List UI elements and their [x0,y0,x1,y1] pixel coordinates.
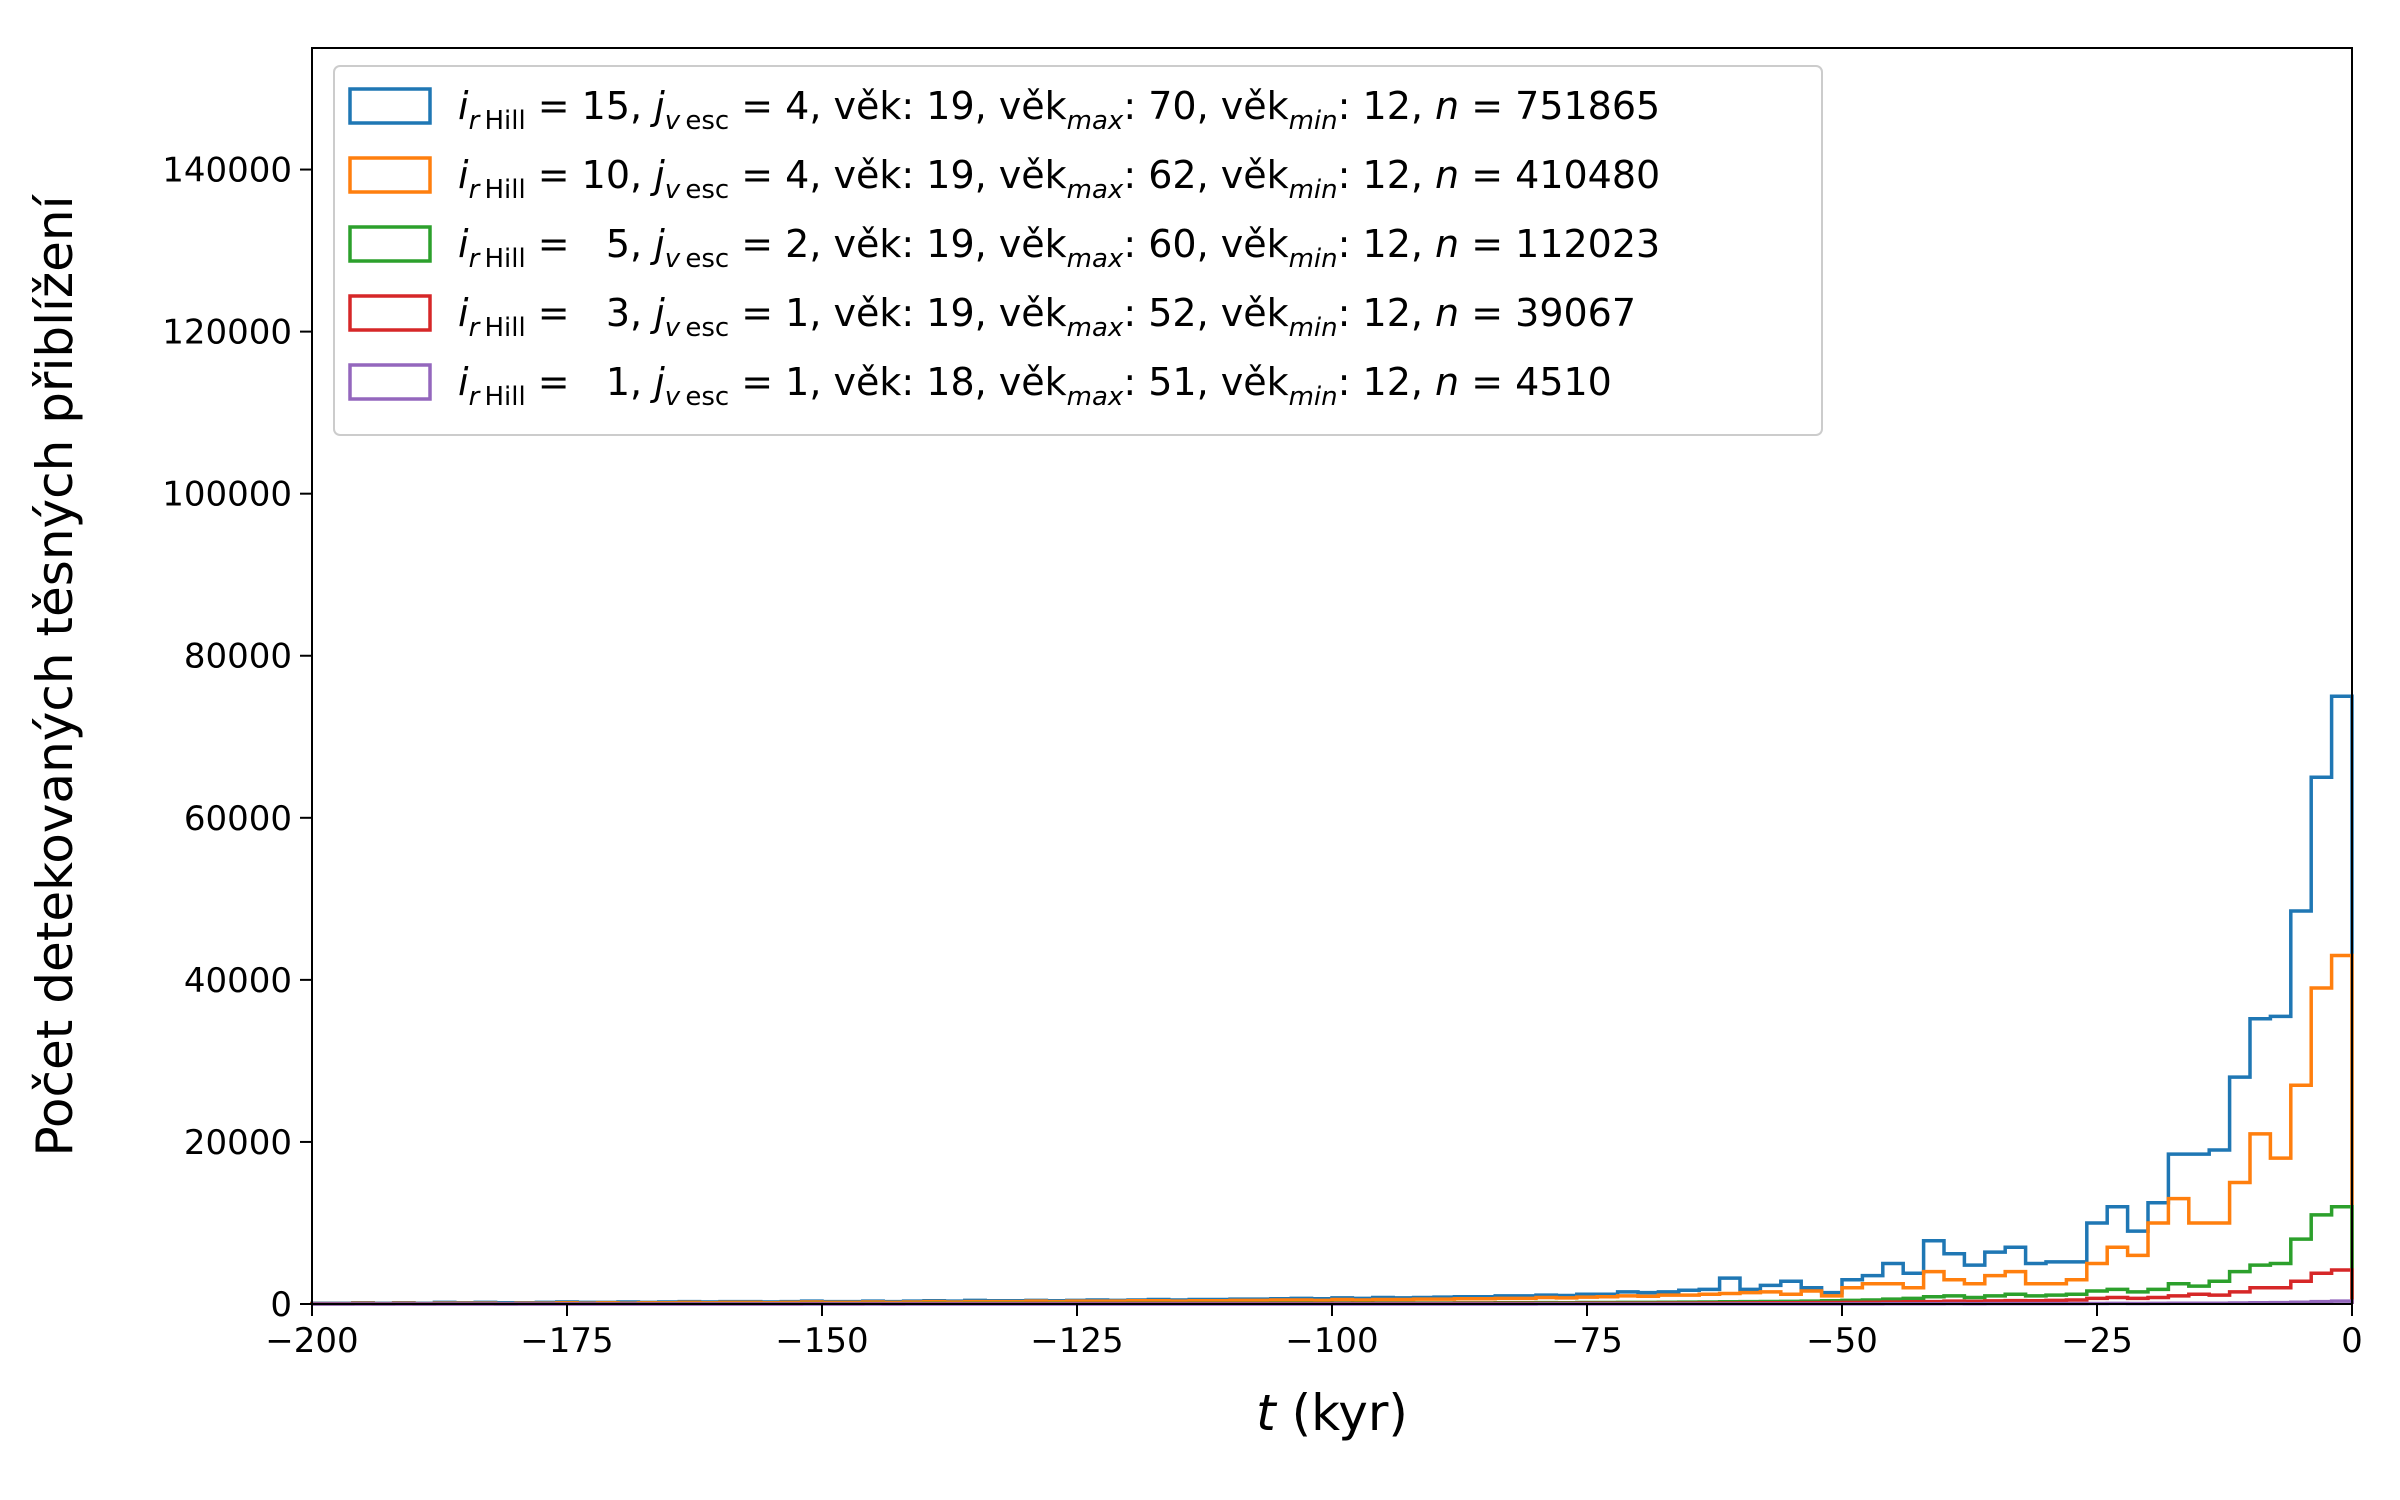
x-tick-label: −150 [775,1321,868,1361]
x-tick-label: −200 [265,1321,358,1361]
y-tick-label: 60000 [184,799,292,839]
legend-entry: ir Hill = 1, jv esc = 1, věk: 18, věkmax… [458,360,1612,412]
x-axis-label: t (kyr) [1256,1384,1408,1442]
legend-entry: ir Hill = 10, jv esc = 4, věk: 19, věkma… [458,153,1660,205]
legend-swatch [348,363,432,401]
legend-box [333,65,1823,436]
x-tick-label: −175 [520,1321,613,1361]
legend-swatch [348,225,432,263]
y-tick-label: 140000 [162,151,292,191]
y-tick-label: 100000 [162,475,292,515]
x-axis-label-unit: (kyr) [1276,1384,1408,1442]
y-tick-label: 80000 [184,637,292,677]
y-tick-label: 0 [270,1285,292,1325]
legend-swatch [348,294,432,332]
x-tick-label: 0 [2341,1321,2363,1361]
legend-swatch [348,156,432,194]
y-tick-label: 120000 [162,313,292,353]
x-axis-label-var: t [1256,1384,1278,1442]
x-tick-label: −50 [1806,1321,1878,1361]
y-axis: 0 20000 40000 60000 80000 100000 120000 140000 [162,151,312,1325]
x-axis: −200 −175 −150 −125 −100 −75 −50 −25 0 [265,1304,2363,1361]
x-tick-label: −100 [1285,1321,1378,1361]
legend-entry: ir Hill = 15, jv esc = 4, věk: 19, věkma… [458,84,1660,136]
y-tick-label: 20000 [184,1123,292,1163]
legend-swatch [348,87,432,125]
x-tick-label: −25 [2061,1321,2133,1361]
legend-entry: ir Hill = 3, jv esc = 1, věk: 19, věkmax… [458,291,1636,343]
legend-entry: ir Hill = 5, jv esc = 2, věk: 19, věkmax… [458,222,1660,274]
x-tick-label: −125 [1030,1321,1123,1361]
x-tick-label: −75 [1551,1321,1623,1361]
y-tick-label: 40000 [184,961,292,1001]
legend: ir Hill = 15, jv esc = 4, věk: 19, věkma… [333,65,1823,436]
y-axis-label: Počet detekovaných těsných přiblížení [26,193,84,1156]
